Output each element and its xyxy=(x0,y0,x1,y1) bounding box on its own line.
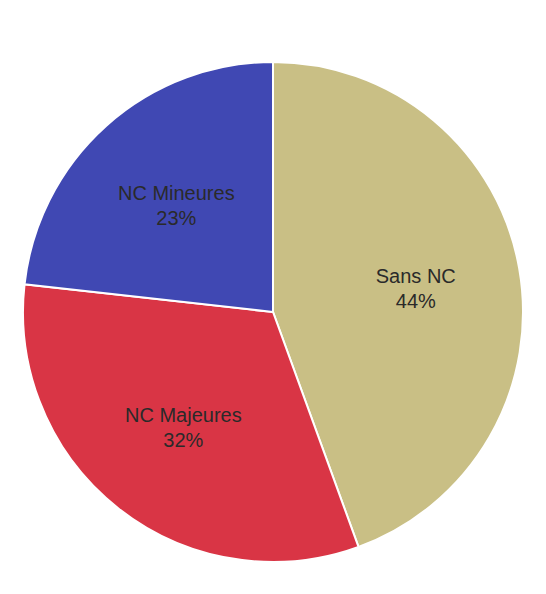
svg-text:Sans NC44%: Sans NC44% xyxy=(376,265,456,312)
svg-text:NC Majeures32%: NC Majeures32% xyxy=(125,404,242,451)
svg-text:NC Mineures23%: NC Mineures23% xyxy=(118,182,235,229)
